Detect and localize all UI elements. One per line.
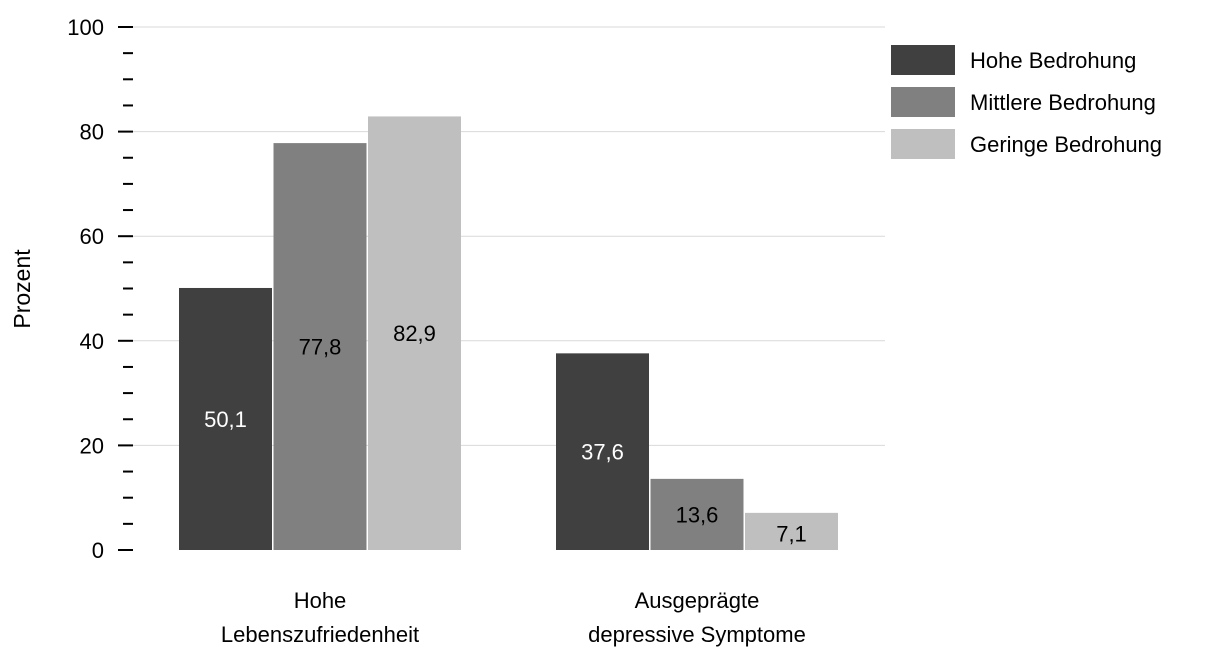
y-tick-label-60: 60 (80, 224, 104, 249)
data-label-1-2: 77,8 (299, 335, 342, 360)
data-labels: 50,1 77,8 82,9 37,6 13,6 7,1 (204, 321, 807, 546)
legend: Hohe Bedrohung Mittlere Bedrohung Geringe … (891, 45, 1162, 159)
y-tick-label-100: 100 (67, 15, 104, 40)
legend-label-1: Hohe Bedrohung (970, 48, 1136, 73)
data-label-2-2: 13,6 (676, 502, 719, 527)
y-tick-label-20: 20 (80, 433, 104, 458)
bar-1-2 (273, 143, 367, 550)
data-label-1-3: 82,9 (393, 321, 436, 346)
category-label-1: Lebenszufriedenheit (221, 622, 419, 647)
data-label-1-1: 50,1 (204, 407, 247, 432)
legend-swatch-2 (891, 87, 955, 117)
y-tick-label-80: 80 (80, 120, 104, 145)
legend-swatch-3 (891, 129, 955, 159)
category-label-2: Ausgeprägte (635, 588, 760, 613)
x-axis-categories: Hohe Lebenszufriedenheit Ausgeprägte depres… (221, 588, 806, 647)
bar-2-2 (650, 478, 744, 550)
y-tick-label-40: 40 (80, 329, 104, 354)
bar-1-1 (179, 287, 272, 550)
legend-label-3: Geringe Bedrohung (970, 132, 1162, 157)
category-label-1: Hohe (294, 588, 347, 613)
y-axis: 0 20 40 60 80 100 (67, 15, 133, 563)
legend-swatch-1 (891, 45, 955, 75)
y-axis-label: Prozent (9, 249, 35, 329)
data-label-2-1: 37,6 (581, 440, 624, 465)
bars (179, 116, 838, 551)
category-label-2: depressive Symptome (588, 622, 806, 647)
y-tick-label-0: 0 (92, 538, 104, 563)
bar-2-3 (745, 512, 838, 550)
legend-label-2: Mittlere Bedrohung (970, 90, 1156, 115)
data-label-2-3: 7,1 (776, 521, 807, 546)
bar-2-1 (556, 353, 649, 550)
bar-1-3 (368, 116, 461, 551)
